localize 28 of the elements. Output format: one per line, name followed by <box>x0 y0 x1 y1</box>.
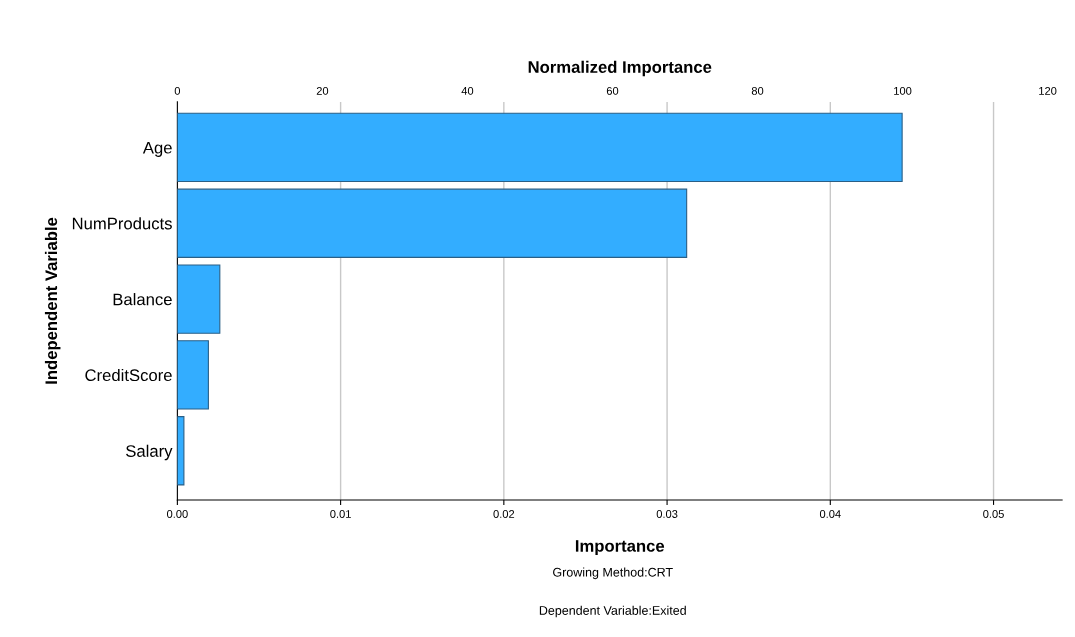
x-tick-label: 0.05 <box>983 510 1004 518</box>
y-tick-label: CreditScore <box>85 368 172 382</box>
x-tick-label: 0.03 <box>656 510 678 518</box>
x2-tick-label: 40 <box>461 86 474 95</box>
x-tick-label: 0.02 <box>493 510 515 518</box>
x2-tick-label: 120 <box>1039 86 1057 95</box>
x-axis-title: Importance <box>575 540 665 556</box>
y-tick-label: Salary <box>126 444 173 461</box>
y-tick-label: Balance <box>113 293 172 306</box>
x2-tick-label: 0 <box>174 86 181 95</box>
x2-tick-label: 100 <box>894 86 912 95</box>
x2-tick-label: 60 <box>606 86 619 95</box>
bar <box>177 112 903 183</box>
x2-axis-title: Normalized Importance <box>528 60 712 77</box>
bar <box>177 188 688 258</box>
x2-tick-label: 20 <box>316 86 329 95</box>
y-tick-label: NumProducts <box>72 217 172 230</box>
bar <box>177 416 185 486</box>
y-tick-label: Age <box>142 141 172 157</box>
bar <box>177 264 221 334</box>
x-tick-label: 0.04 <box>819 510 841 518</box>
text: Dependent Variable:Exited <box>539 605 686 618</box>
text: Growing Method:CRT <box>553 567 673 580</box>
x-tick-label: 0.01 <box>330 510 351 518</box>
x2-tick-label: 80 <box>751 86 764 95</box>
bar <box>177 340 209 410</box>
x-tick-label: 0.00 <box>167 510 188 518</box>
y-axis-title: Independent Variable <box>44 217 61 384</box>
